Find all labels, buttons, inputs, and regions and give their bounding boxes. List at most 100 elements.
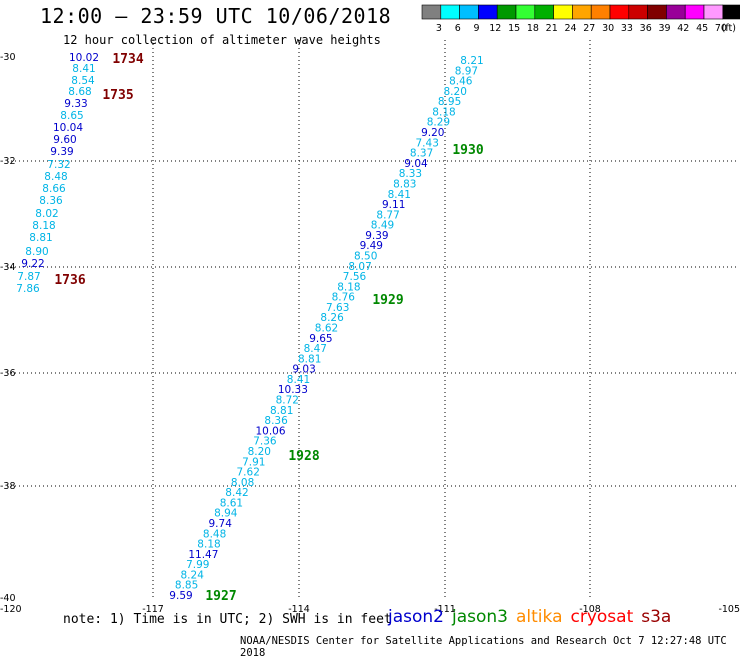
longitude-label: -117 xyxy=(142,604,164,615)
wave-height-value: 10.02 xyxy=(69,52,99,64)
wave-height-value: 8.50 xyxy=(354,251,377,263)
colorbar-label: 33 xyxy=(621,23,633,34)
wave-height-value: 9.04 xyxy=(404,158,428,170)
latitude-label: -38 xyxy=(0,481,16,492)
wave-height-value: 8.81 xyxy=(298,353,321,365)
wave-height-value: 8.02 xyxy=(35,208,58,220)
wave-height-value: 8.36 xyxy=(264,415,288,427)
wave-height-value: 7.86 xyxy=(16,283,40,295)
wave-height-value: 8.07 xyxy=(348,261,371,273)
legend-jason3: jason3 xyxy=(452,607,508,627)
map-subtitle: 12 hour collection of altimeter wave hei… xyxy=(63,33,381,47)
colorbar-swatch xyxy=(722,4,740,20)
wave-height-value: 8.62 xyxy=(315,323,338,335)
latitude-label: -34 xyxy=(0,262,16,273)
wave-height-value: 8.21 xyxy=(460,55,483,67)
wave-height-value: 8.48 xyxy=(203,528,226,540)
wave-height-value: 10.06 xyxy=(255,425,285,437)
wave-height-value: 9.22 xyxy=(21,258,44,270)
wave-height-value: 7.99 xyxy=(186,559,209,571)
wave-height-value: 9.03 xyxy=(292,364,315,376)
wave-height-value: 8.65 xyxy=(60,110,83,122)
wave-height-value: 7.62 xyxy=(237,467,260,479)
wave-height-value: 8.94 xyxy=(214,508,238,520)
pass-time-label: 1735 xyxy=(102,88,133,103)
wave-height-value: 8.76 xyxy=(332,292,356,304)
wave-height-value: 8.77 xyxy=(376,209,399,221)
wave-height-value: 8.54 xyxy=(71,75,95,87)
colorbar-label: 6 xyxy=(455,23,461,34)
colorbar-label: 30 xyxy=(602,23,614,34)
wave-height-value: 7.63 xyxy=(326,302,349,314)
map-title: 12:00 – 23:59 UTC 10/06/2018 xyxy=(40,4,392,28)
wave-height-value: 10.33 xyxy=(278,384,308,396)
wave-height-value: 8.81 xyxy=(270,405,293,417)
wave-height-value: 7.87 xyxy=(17,271,40,283)
legend-s3a: s3a xyxy=(641,607,672,627)
wave-height-value: 8.24 xyxy=(181,569,205,581)
wave-height-value: 8.08 xyxy=(231,477,254,489)
wave-height-value: 8.46 xyxy=(449,76,473,88)
satellite-legend: jason2 jason3 altika cryosat s3a xyxy=(388,607,679,627)
wave-height-value: 8.37 xyxy=(410,148,433,160)
wave-height-value: 8.68 xyxy=(68,86,91,98)
colorbar-label: 27 xyxy=(583,23,595,34)
wave-height-value: 8.72 xyxy=(276,395,299,407)
wave-height-value: 9.49 xyxy=(360,240,383,252)
latitude-label: -36 xyxy=(0,368,16,379)
latitude-label: -40 xyxy=(0,593,16,604)
colorbar-label: 3 xyxy=(436,23,442,34)
colorbar-label: 36 xyxy=(640,23,652,34)
wave-height-value: 9.59 xyxy=(169,590,192,602)
wave-height-value: 11.47 xyxy=(188,549,218,561)
wave-height-value: 7.56 xyxy=(343,271,367,283)
wave-height-value: 8.20 xyxy=(444,86,467,98)
pass-time-label: 1736 xyxy=(54,273,85,288)
wave-height-value: 8.66 xyxy=(42,183,66,195)
wave-height-value: 8.48 xyxy=(44,171,67,183)
footnote: note: 1) Time is in UTC; 2) SWH is in fe… xyxy=(63,612,392,627)
wave-height-value: 9.39 xyxy=(50,146,73,158)
wave-height-value: 8.26 xyxy=(320,312,344,324)
wave-height-value: 8.36 xyxy=(39,195,63,207)
longitude-label: -111 xyxy=(434,604,456,615)
pass-time-label: 1734 xyxy=(112,52,143,67)
wave-height-value: 8.41 xyxy=(287,374,310,386)
credit-line: NOAA/NESDIS Center for Satellite Applica… xyxy=(240,635,727,659)
wave-height-colorbar: 3 6 9 12 15 18 21 24 27 30 33 36 39 42 45 70(ft) xyxy=(421,4,740,34)
wave-height-value: 9.11 xyxy=(382,199,405,211)
wave-height-value: 8.41 xyxy=(72,63,95,75)
legend-altika: altika xyxy=(516,607,563,627)
colorbar-label: 42 xyxy=(677,23,689,34)
longitude-label: -120 xyxy=(0,604,22,615)
latitude-label: -32 xyxy=(0,156,16,167)
longitude-label: -114 xyxy=(288,604,310,615)
colorbar-label: 15 xyxy=(508,23,520,34)
wave-height-value: 7.32 xyxy=(47,159,70,171)
wave-height-value: 9.74 xyxy=(209,518,233,530)
wave-height-value: 8.18 xyxy=(432,106,455,118)
wave-height-value: 8.41 xyxy=(388,189,411,201)
wave-height-value: 8.18 xyxy=(337,281,360,293)
wave-height-value: 8.90 xyxy=(25,246,48,258)
longitude-label: -105 xyxy=(718,604,740,615)
colorbar-label: 18 xyxy=(527,23,539,34)
longitude-label: -108 xyxy=(579,604,601,615)
wave-height-value: 8.47 xyxy=(304,343,327,355)
pass-time-label: 1929 xyxy=(372,293,403,308)
wave-height-value: 8.81 xyxy=(29,232,52,244)
wave-height-value: 8.97 xyxy=(455,65,478,77)
wave-height-value: 8.29 xyxy=(427,117,450,129)
wave-height-value: 9.20 xyxy=(421,127,444,139)
pass-time-label: 1928 xyxy=(288,449,319,464)
wave-height-value: 7.43 xyxy=(416,137,439,149)
wave-height-value: 7.91 xyxy=(242,456,265,468)
wave-height-value: 7.36 xyxy=(253,436,277,448)
wave-height-value: 9.65 xyxy=(309,333,332,345)
wave-height-value: 8.42 xyxy=(225,487,248,499)
pass-time-label: 1930 xyxy=(452,143,483,158)
wave-height-value: 9.60 xyxy=(53,134,76,146)
wave-height-value: 8.83 xyxy=(393,179,416,191)
wave-height-value: 8.20 xyxy=(248,446,271,458)
